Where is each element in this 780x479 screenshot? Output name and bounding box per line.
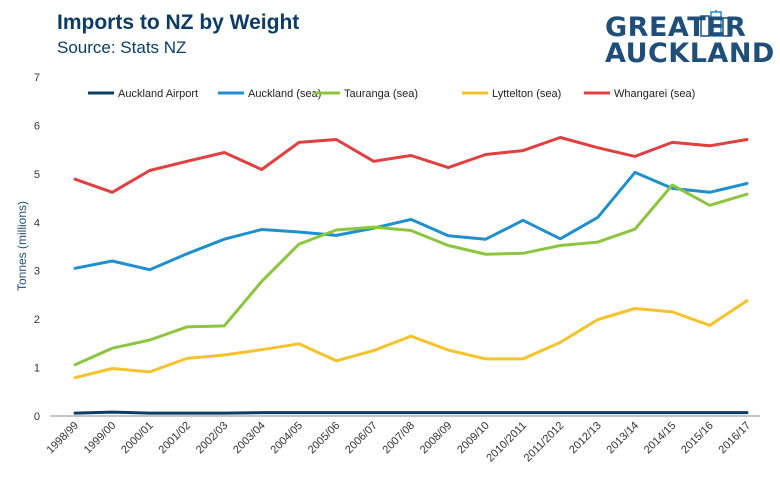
legend-label-auckland-airport: Auckland Airport: [118, 88, 198, 100]
legend: Auckland Airport Auckland (sea) Tauranga (…: [88, 88, 695, 100]
x-tick-label: 2011/2012: [522, 420, 567, 465]
y-tick-labels: 0 1 2 3 4 5 6 7: [34, 72, 40, 423]
logo-line-1: GREATER: [605, 12, 747, 43]
series-line-whangarei-sea: [73, 136, 749, 194]
x-tick-label: 2015/16: [679, 420, 716, 457]
legend-label-whangarei-sea: Whangarei (sea): [614, 88, 695, 100]
x-tick-label: 2014/15: [642, 420, 679, 457]
y-tick-label: 4: [34, 217, 40, 229]
x-tick-label: 2009/10: [455, 420, 492, 457]
x-tick-label: 2016/17: [717, 420, 754, 457]
x-tick-labels: 1998/99 1999/00 2000/01 2001/02 2002/03 2003/…: [45, 420, 754, 465]
y-tick-label: 0: [34, 411, 40, 423]
x-tick-label: 2001/02: [157, 420, 194, 457]
logo-line-2: AUCKLAND: [605, 38, 775, 69]
y-tick-label: 3: [34, 266, 40, 278]
x-tick-label: 1999/00: [82, 420, 119, 457]
legend-label-lyttelton-sea: Lyttelton (sea): [492, 88, 561, 100]
x-tick-label: 2004/05: [269, 420, 306, 457]
y-tick-label: 5: [34, 169, 40, 181]
x-tick-label: 2000/01: [119, 420, 156, 457]
legend-label-auckland-sea: Auckland (sea): [248, 88, 321, 100]
y-axis-label: Tonnes (millions): [15, 201, 29, 291]
y-tick-label: 7: [34, 72, 40, 84]
greater-auckland-logo: GREATER AUCKLAND: [605, 10, 774, 72]
series-lines: [73, 136, 749, 415]
chart-subtitle: Source: Stats NZ: [57, 38, 187, 57]
y-tick-label: 1: [34, 363, 40, 375]
x-tick-label: 2012/13: [567, 420, 604, 457]
x-tick-label: 1998/99: [45, 420, 82, 457]
series-line-tauranga-sea: [73, 183, 749, 367]
series-line-auckland-sea: [73, 170, 749, 272]
x-tick-label: 2013/14: [605, 420, 642, 457]
legend-label-tauranga-sea: Tauranga (sea): [344, 88, 418, 100]
chart-title: Imports to NZ by Weight: [57, 11, 300, 34]
x-tick-label: 2008/09: [418, 420, 455, 457]
y-tick-label: 2: [34, 314, 40, 326]
logo-skyline-icon: [700, 10, 732, 37]
x-tick-label: 2006/07: [343, 420, 380, 457]
x-tick-label: 2005/06: [306, 420, 343, 457]
y-tick-label: 6: [34, 120, 40, 132]
x-tick-label: 2002/03: [194, 420, 231, 457]
series-line-lyttelton-sea: [73, 299, 749, 380]
series-line-auckland-airport: [73, 410, 749, 415]
x-tick-label: 2007/08: [381, 420, 418, 457]
x-tick-label: 2003/04: [231, 420, 268, 457]
